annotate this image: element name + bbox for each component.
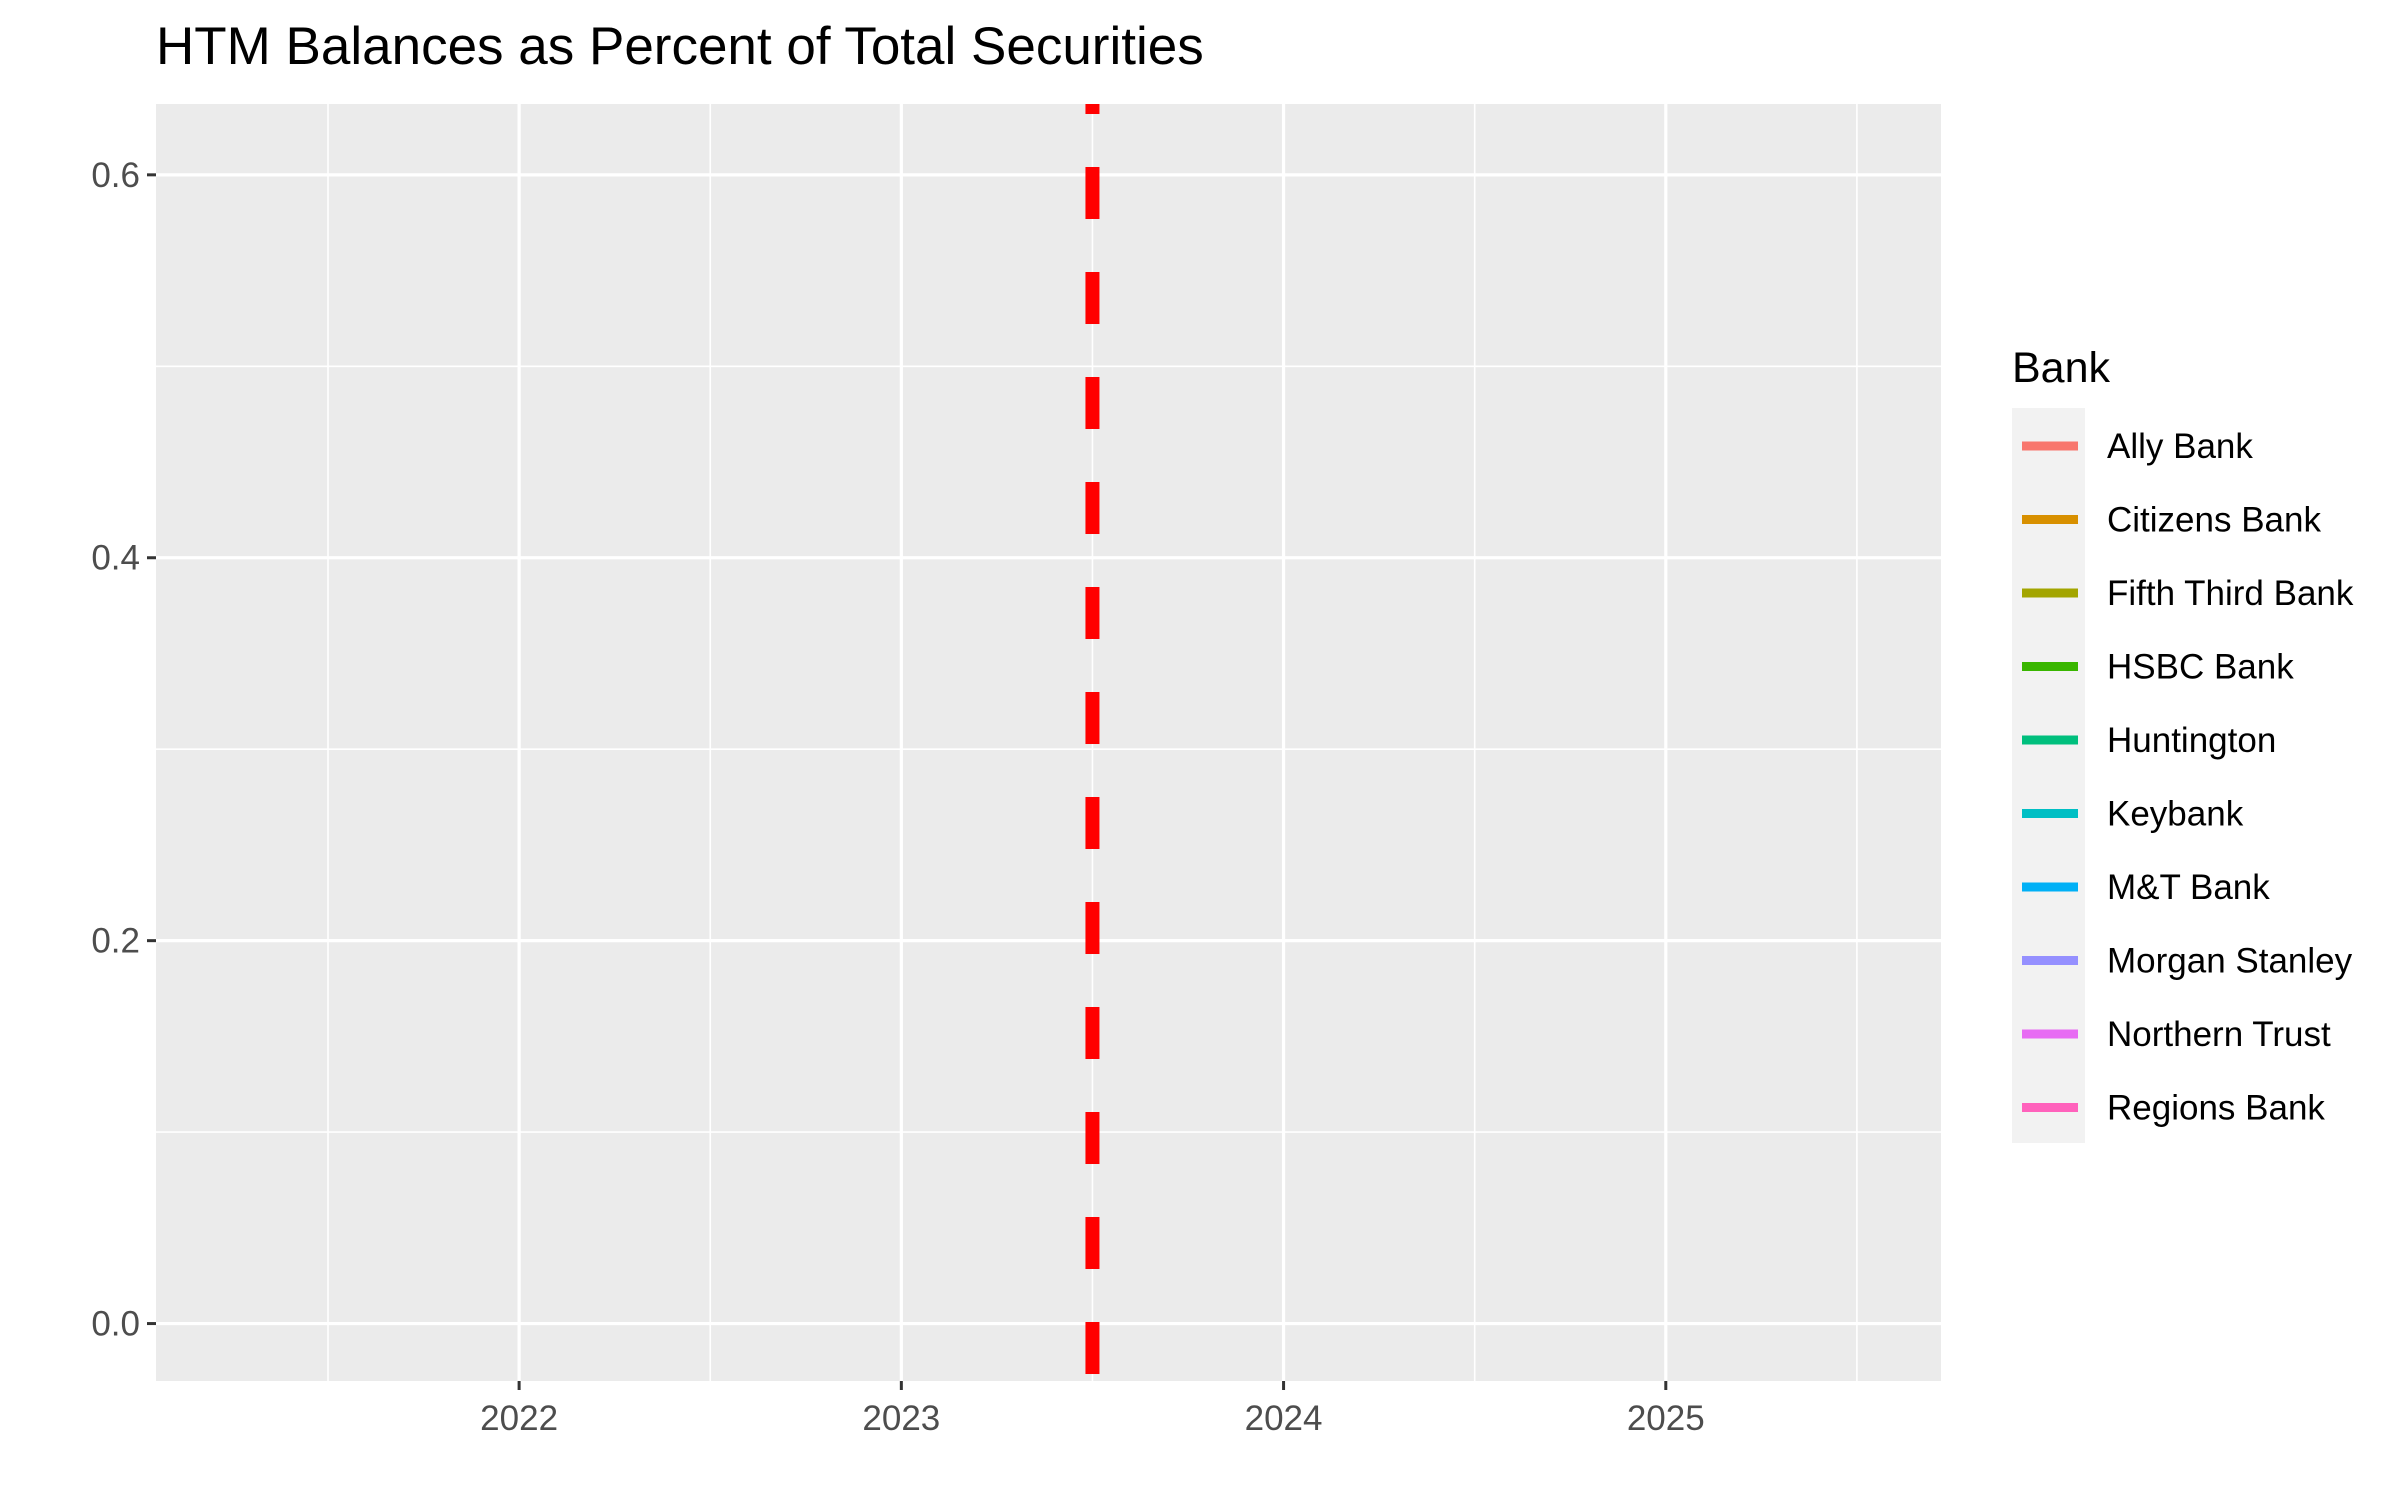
plot-panel xyxy=(156,104,1941,1381)
axes: 2022 2023 2024 2025 0.0 0.2 0.4 0.6 xyxy=(91,156,1704,1438)
legend-label: M&T Bank xyxy=(2107,868,2270,907)
legend-label: Morgan Stanley xyxy=(2107,942,2353,981)
legend-label: Citizens Bank xyxy=(2107,501,2321,540)
y-tick-label: 0.2 xyxy=(91,922,140,961)
legend-key-background xyxy=(2012,408,2085,1143)
y-tick-label: 0.0 xyxy=(91,1305,140,1344)
x-tick-label: 2024 xyxy=(1245,1399,1323,1438)
legend-label: Fifth Third Bank xyxy=(2107,574,2354,613)
legend-label: Ally Bank xyxy=(2107,427,2253,466)
y-tick-label: 0.4 xyxy=(91,539,140,578)
y-tick-label: 0.6 xyxy=(91,156,140,195)
x-tick-label: 2025 xyxy=(1627,1399,1705,1438)
legend-label: Huntington xyxy=(2107,721,2276,760)
chart-title: HTM Balances as Percent of Total Securit… xyxy=(156,17,1204,76)
x-tick-label: 2023 xyxy=(862,1399,940,1438)
legend-label: Northern Trust xyxy=(2107,1015,2331,1054)
legend: Bank Ally Bank Citizens Bank Fifth Third Ba… xyxy=(2012,344,2354,1143)
legend-label: Keybank xyxy=(2107,795,2244,834)
legend-label: Regions Bank xyxy=(2107,1089,2325,1128)
legend-label: HSBC Bank xyxy=(2107,648,2294,687)
legend-title: Bank xyxy=(2012,344,2111,392)
x-tick-label: 2022 xyxy=(480,1399,558,1438)
